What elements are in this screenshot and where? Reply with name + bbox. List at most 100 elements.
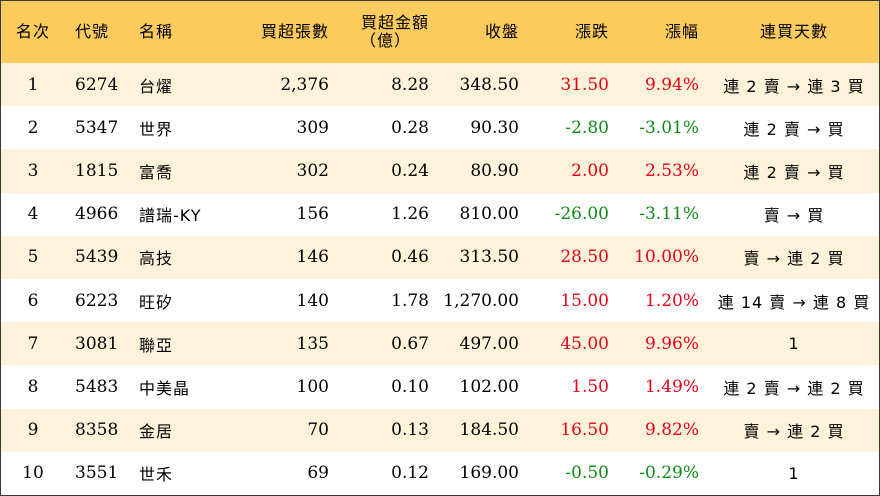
col-header-net-buy-amount: 買超金額 （億） [339, 1, 439, 63]
header-row: 名次 代號 名稱 買超張數 買超金額 （億） 收盤 漲跌 漲幅 連買天數 [1, 1, 879, 63]
change-pct-cell: -3.01% [639, 117, 699, 138]
amount-cell: 0.13 [391, 420, 429, 441]
col-header-net-buy-shares: 買超張數 [260, 22, 329, 41]
streak-cell: 1 [788, 463, 800, 483]
shares-cell: 302 [296, 160, 329, 181]
col-header-net-buy-amount-label: 買超金額 [360, 13, 429, 32]
streak-cell: 連 2 賣 → 連 2 買 [723, 378, 865, 398]
change-cell: -2.80 [565, 117, 609, 138]
change-pct-cell: 9.94% [644, 74, 699, 95]
code-cell: 4966 [75, 204, 119, 225]
name-cell: 聯亞 [139, 335, 174, 355]
col-header-change-pct: 漲幅 [664, 22, 699, 41]
close-cell: 90.30 [470, 117, 519, 138]
code-cell: 3081 [75, 333, 119, 354]
close-cell: 1,270.00 [443, 290, 519, 311]
rank-cell: 8 [27, 376, 39, 397]
shares-cell: 2,376 [280, 74, 329, 95]
change-cell: 28.50 [560, 247, 609, 268]
col-header-name: 名稱 [139, 22, 174, 41]
table-body: 1 6274 台燿 2,376 8.28 348.50 31.50 9.94% 連 2 賣 → … [1, 63, 879, 495]
code-cell: 6274 [75, 74, 119, 95]
streak-cell: 連 2 賣 → 買 [743, 162, 845, 182]
change-cell: 45.00 [560, 333, 609, 354]
change-cell: -26.00 [554, 204, 609, 225]
name-cell: 富喬 [139, 162, 174, 182]
close-cell: 348.50 [459, 74, 519, 95]
code-cell: 6223 [75, 290, 119, 311]
change-pct-cell: 10.00% [634, 247, 699, 268]
change-pct-cell: 9.82% [644, 420, 699, 441]
code-cell: 5439 [75, 247, 119, 268]
amount-cell: 0.28 [391, 117, 429, 138]
table-row: 10 3551 世禾 69 0.12 169.00 -0.50 -0.29% 1 [1, 451, 879, 495]
col-header-unit: （億） [359, 31, 411, 50]
streak-cell: 賣 → 連 2 買 [743, 249, 845, 269]
table-row: 4 4966 譜瑞-KY 156 1.26 810.00 -26.00 -3.11% 賣 → 買 [1, 192, 879, 236]
table-row: 5 5439 高技 146 0.46 313.50 28.50 10.00% 賣 → 連 2 買 [1, 235, 879, 279]
name-cell: 中美晶 [139, 378, 191, 398]
code-cell: 5347 [75, 117, 119, 138]
code-cell: 1815 [75, 160, 119, 181]
rank-cell: 7 [27, 333, 39, 354]
close-cell: 313.50 [459, 247, 519, 268]
table-row: 3 1815 富喬 302 0.24 80.90 2.00 2.53% 連 2 賣 → 買 [1, 149, 879, 193]
shares-cell: 70 [307, 420, 329, 441]
rank-cell: 9 [27, 420, 39, 441]
code-cell: 8358 [75, 420, 119, 441]
change-pct-cell: -0.29% [639, 463, 699, 484]
change-cell: 31.50 [560, 74, 609, 95]
close-cell: 184.50 [459, 420, 519, 441]
streak-cell: 連 14 賣 → 連 8 買 [717, 292, 871, 312]
shares-cell: 156 [296, 204, 329, 225]
name-cell: 世界 [139, 119, 174, 139]
name-cell: 金居 [139, 422, 174, 442]
shares-cell: 140 [296, 290, 329, 311]
shares-cell: 69 [307, 463, 329, 484]
change-pct-cell: 1.20% [644, 290, 699, 311]
amount-cell: 1.78 [391, 290, 429, 311]
change-cell: 16.50 [560, 420, 609, 441]
streak-cell: 賣 → 連 2 買 [743, 422, 845, 442]
amount-cell: 8.28 [391, 74, 429, 95]
streak-cell: 連 2 賣 → 連 3 買 [723, 76, 865, 96]
rank-cell: 3 [27, 160, 39, 181]
table-row: 9 8358 金居 70 0.13 184.50 16.50 9.82% 賣 → 連 2 買 [1, 408, 879, 452]
name-cell: 高技 [139, 249, 174, 269]
shares-cell: 135 [296, 333, 329, 354]
rank-cell: 1 [27, 74, 39, 95]
change-cell: 1.50 [571, 376, 609, 397]
change-pct-cell: -3.11% [639, 204, 699, 225]
streak-cell: 賣 → 買 [763, 206, 825, 226]
rank-cell: 6 [27, 290, 39, 311]
streak-cell: 1 [788, 334, 800, 354]
name-cell: 譜瑞-KY [139, 206, 202, 226]
name-cell: 台燿 [139, 76, 174, 96]
amount-cell: 0.46 [391, 247, 429, 268]
change-pct-cell: 9.96% [644, 333, 699, 354]
code-cell: 5483 [75, 376, 119, 397]
table-row: 6 6223 旺矽 140 1.78 1,270.00 15.00 1.20% 連 14 賣 →… [1, 278, 879, 323]
table-row: 7 3081 聯亞 135 0.67 497.00 45.00 9.96% 1 [1, 322, 879, 366]
amount-cell: 0.12 [391, 463, 429, 484]
close-cell: 102.00 [459, 376, 519, 397]
change-cell: 15.00 [560, 290, 609, 311]
change-cell: -0.50 [565, 463, 609, 484]
change-pct-cell: 1.49% [644, 376, 699, 397]
col-header-close: 收盤 [484, 22, 519, 41]
rank-cell: 2 [27, 117, 39, 138]
rank-cell: 10 [22, 463, 44, 484]
close-cell: 169.00 [459, 463, 519, 484]
close-cell: 80.90 [470, 160, 519, 181]
table-row: 2 5347 世界 309 0.28 90.30 -2.80 -3.01% 連 2 賣 → 買 [1, 106, 879, 150]
amount-cell: 0.24 [391, 160, 429, 181]
streak-cell: 連 2 賣 → 買 [743, 119, 845, 139]
amount-cell: 1.26 [391, 204, 429, 225]
col-header-rank: 名次 [15, 22, 50, 41]
table-row: 8 5483 中美晶 100 0.10 102.00 1.50 1.49% 連 2 賣 → 連 … [1, 365, 879, 409]
close-cell: 497.00 [459, 333, 519, 354]
name-cell: 世禾 [139, 465, 174, 485]
shares-cell: 100 [296, 376, 329, 397]
